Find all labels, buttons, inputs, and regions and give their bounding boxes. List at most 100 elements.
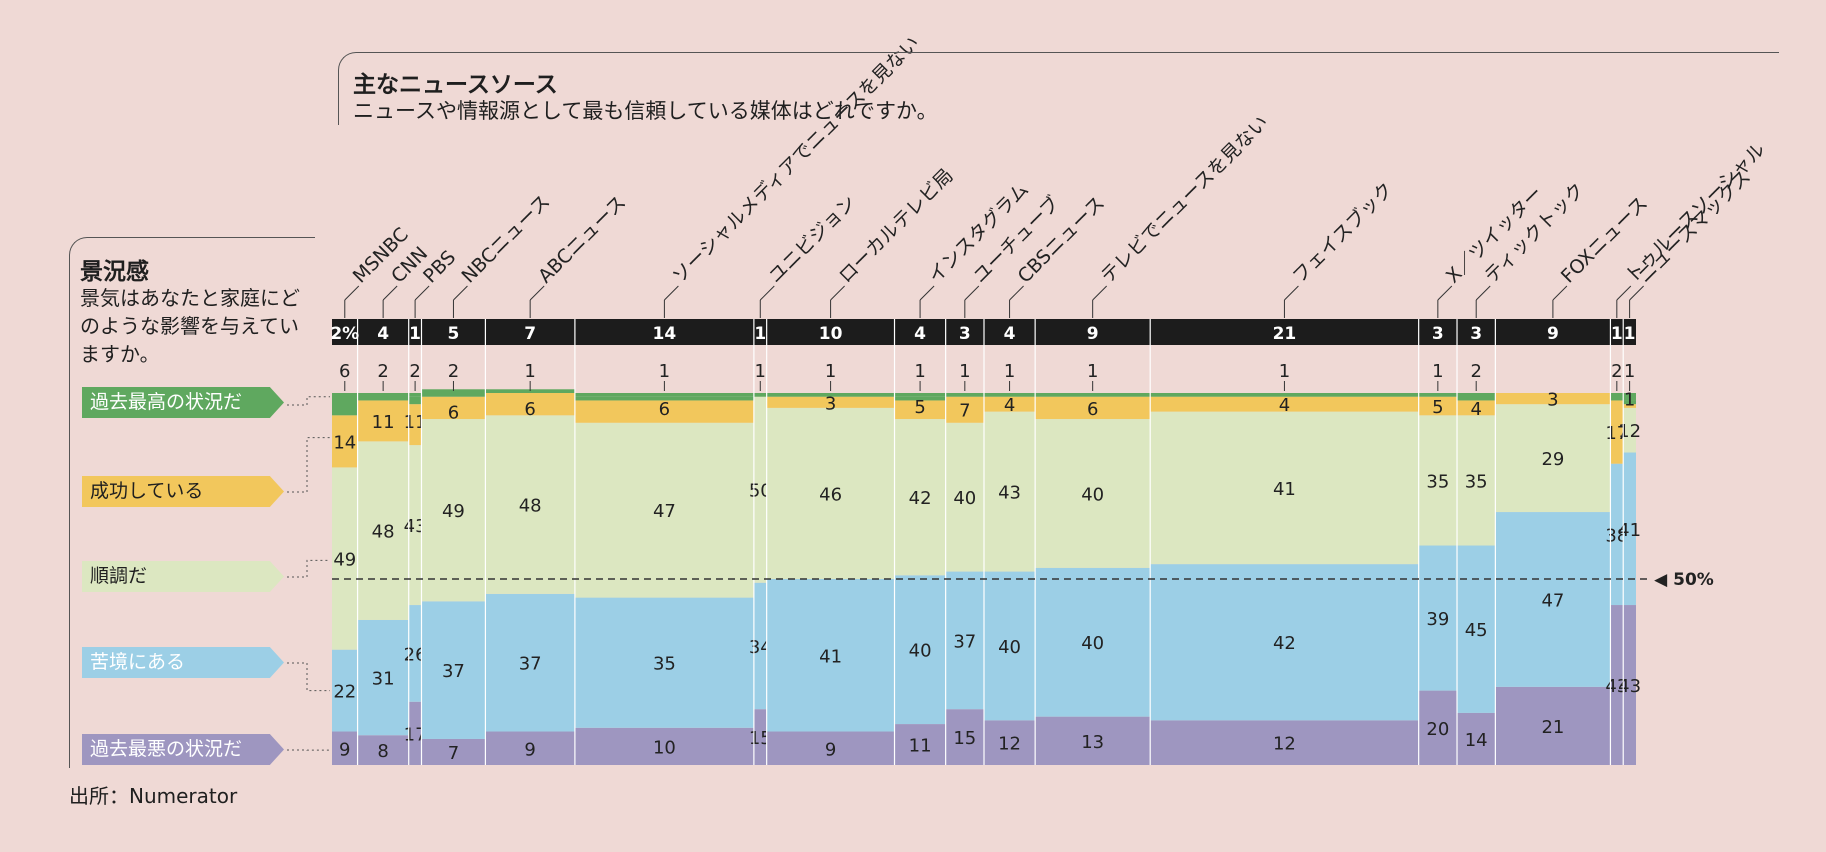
segment-good: [332, 467, 358, 650]
value-label-best: 1: [1432, 361, 1443, 382]
segment-success: [1623, 404, 1636, 408]
segment-struggling: [485, 593, 575, 732]
segment-struggling: [1457, 545, 1496, 713]
segment-best: [894, 396, 946, 401]
segment-best: [1418, 393, 1458, 397]
value-label-success: 4: [1279, 395, 1290, 416]
share-label: 1: [754, 324, 766, 344]
segment-good: [766, 407, 895, 579]
value-label-best: 2: [377, 361, 388, 382]
share-label: 5: [448, 324, 460, 344]
value-label-worst: 15: [953, 728, 976, 749]
value-label-struggling: 37: [519, 654, 542, 675]
value-label-good: 49: [333, 550, 356, 571]
value-label-best: 1: [1279, 361, 1290, 382]
value-label-good: 35: [1426, 471, 1449, 492]
segment-worst: [408, 701, 422, 765]
segment-best: [332, 393, 358, 416]
segment-worst: [1150, 720, 1419, 765]
segment-best: [1610, 393, 1624, 401]
segment-worst: [1418, 690, 1458, 765]
column-label: フェイスブック: [1288, 178, 1398, 288]
segment-success: [1495, 393, 1611, 405]
segment-success: [766, 396, 895, 408]
value-label-best: 1: [755, 361, 766, 382]
segment-struggling: [1623, 452, 1636, 606]
segment-good: [945, 422, 984, 572]
segment-struggling: [1418, 545, 1458, 691]
segment-struggling: [1495, 512, 1611, 687]
value-label-success: 6: [524, 399, 535, 420]
segment-success: [1150, 396, 1419, 412]
value-label-struggling: 31: [372, 669, 395, 690]
value-label-good: 35: [1465, 471, 1488, 492]
value-label-success: 3: [825, 393, 836, 414]
value-label-struggling: 40: [998, 637, 1021, 658]
value-label-good: 49: [442, 501, 465, 522]
value-label-struggling: 38: [1605, 525, 1628, 546]
value-label-success: 5: [1432, 397, 1443, 418]
value-label-good: 48: [372, 522, 395, 543]
segment-success: [332, 415, 358, 468]
share-label: 7: [524, 324, 536, 344]
segment-worst: [894, 724, 946, 765]
segment-struggling: [753, 582, 767, 710]
value-label-best: 1: [1004, 361, 1015, 382]
value-label-best: 1: [825, 361, 836, 382]
segment-struggling: [894, 575, 946, 725]
value-label-good: 50: [749, 481, 772, 502]
segment-good: [574, 422, 754, 598]
segment-best: [574, 396, 754, 401]
share-label: 1: [1611, 324, 1623, 344]
share-label: 1: [409, 324, 421, 344]
column-leader-line: [1092, 285, 1108, 301]
column-leader-line: [1616, 285, 1632, 301]
share-label: 3: [959, 324, 971, 344]
value-label-worst: 9: [825, 739, 836, 760]
segment-best-remainder: [408, 393, 422, 397]
column-leader-line: [414, 285, 430, 301]
value-label-good: 29: [1541, 449, 1564, 470]
segment-success: [1610, 400, 1624, 464]
segment-success: [421, 396, 486, 420]
value-label-struggling: 34: [749, 637, 772, 658]
value-label-worst: 17: [404, 724, 427, 745]
value-label-struggling: 26: [404, 644, 427, 665]
segment-worst: [332, 731, 358, 765]
segment-good: [421, 419, 486, 602]
segment-good: [485, 415, 575, 594]
value-label-best: 2: [1470, 361, 1481, 382]
segment-success: [945, 396, 984, 423]
value-label-good: 43: [998, 483, 1021, 504]
segment-best: [1623, 400, 1636, 405]
value-label-struggling: 37: [953, 631, 976, 652]
segment-good: [408, 445, 422, 606]
legend-item-success: 成功している: [82, 476, 284, 507]
value-label-worst: 12: [1273, 734, 1296, 755]
column-leader-line: [1552, 285, 1568, 301]
column-leader-line: [529, 285, 545, 301]
value-label-good: 40: [1081, 484, 1104, 505]
segment-struggling: [332, 649, 358, 732]
segment-best: [357, 393, 409, 401]
value-label-success: 3: [1547, 390, 1558, 411]
value-label-worst: 14: [1465, 730, 1488, 751]
segment-worst: [1035, 716, 1151, 765]
segment-worst: [485, 731, 575, 765]
value-label-worst: 15: [749, 728, 772, 749]
segment-best: [485, 389, 575, 393]
share-label: 4: [1004, 324, 1016, 344]
column-label: ニュースマックス: [1634, 166, 1756, 288]
value-label-best: 2: [448, 361, 459, 382]
value-label-success: 11: [404, 412, 427, 433]
segment-best-remainder: [574, 393, 754, 397]
value-label-struggling: 35: [653, 654, 676, 675]
segment-good: [1623, 407, 1636, 453]
value-label-worst: 9: [524, 739, 535, 760]
chart-subtitle: ニュースや情報源として最も信頼している媒体はどれですか。: [353, 99, 938, 123]
segment-worst: [984, 720, 1036, 765]
reference-line-label: ◀ 50%: [1654, 570, 1714, 590]
segment-worst: [357, 735, 409, 765]
segment-struggling: [945, 571, 984, 710]
column-leader-line: [1475, 285, 1491, 301]
